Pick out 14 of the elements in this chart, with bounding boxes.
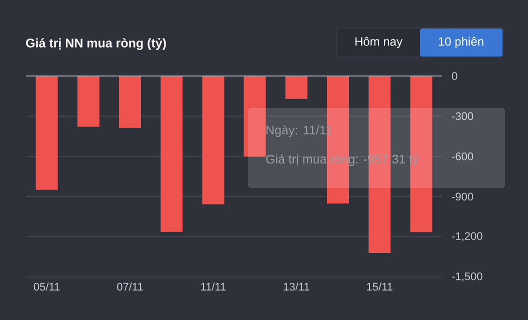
x-tick-label: 13/11 <box>284 282 310 291</box>
text: Hôm nay <box>355 36 402 48</box>
y-tick-label: 0 <box>452 72 458 80</box>
y-tick-label: -900 <box>452 192 474 200</box>
chart-title: Giá trị NN mua ròng (tỷ) <box>26 38 166 50</box>
x-tick-label: 07/11 <box>117 282 143 291</box>
x-tick-label: 11/11 <box>201 282 226 291</box>
y-tick-label: -600 <box>452 152 474 160</box>
text: 10 phiên <box>438 36 484 48</box>
x-tick-label: 05/11 <box>34 282 60 291</box>
y-tick-label: -300 <box>452 112 474 120</box>
y-tick-label: -1,200 <box>452 232 482 242</box>
y-tick-label: -1,500 <box>452 272 482 282</box>
x-tick-label: 15/11 <box>367 282 392 291</box>
